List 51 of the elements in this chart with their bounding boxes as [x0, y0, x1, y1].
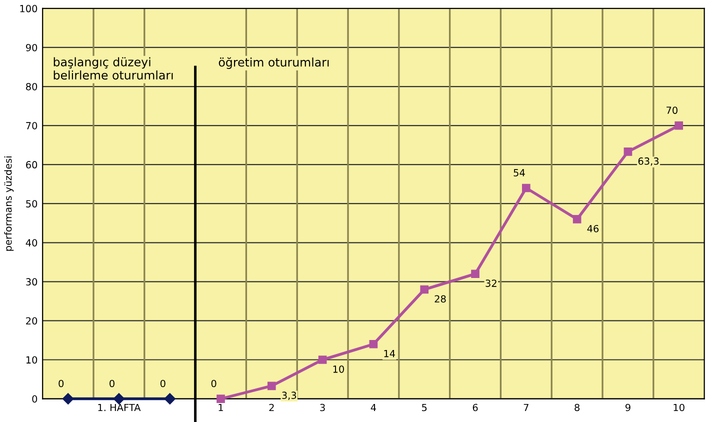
- x-tick-label: 10: [674, 404, 684, 412]
- point: [267, 382, 276, 390]
- y-tick-label: 0: [32, 395, 38, 403]
- data-label: 0: [211, 380, 216, 388]
- x-tick-label: 7: [524, 404, 528, 412]
- point: [624, 148, 632, 156]
- point: [572, 215, 582, 224]
- x-tick-label: 8: [574, 404, 580, 412]
- y-axis-title: performans yüzdesi: [4, 156, 14, 251]
- x-tick-label: 4: [370, 404, 376, 412]
- y-tick-label: 40: [26, 239, 38, 246]
- annotation: başlangıç düzeyi belirleme oturumları: [54, 57, 173, 80]
- x-tick-label: 3: [320, 404, 325, 412]
- y-tick-label: 100: [20, 4, 38, 12]
- point: [318, 356, 327, 364]
- data-label: 46: [587, 224, 599, 232]
- data-label: 70: [666, 106, 678, 114]
- y-tick-label: 60: [26, 161, 38, 168]
- x-tick-label: 2: [269, 404, 274, 412]
- data-label: 54: [514, 169, 525, 176]
- x-tick-label: 1. HAFTA: [98, 404, 141, 412]
- point: [674, 121, 684, 130]
- point: [62, 393, 74, 404]
- annotation: öğretim oturumları: [218, 57, 329, 69]
- x-tick-label: 5: [422, 404, 427, 412]
- point: [471, 270, 480, 278]
- point: [164, 393, 176, 404]
- y-tick-label: 20: [26, 317, 38, 325]
- data-label: 28: [434, 295, 446, 303]
- point: [420, 285, 429, 294]
- data-label: 14: [384, 350, 396, 358]
- x-tick-label: 9: [625, 404, 630, 412]
- point: [113, 393, 125, 404]
- y-tick-label: 90: [26, 44, 38, 52]
- point: [369, 340, 378, 348]
- y-tick-label: 30: [26, 278, 38, 286]
- data-label: 10: [333, 365, 344, 373]
- data-label: 0: [160, 380, 166, 388]
- point: [522, 184, 530, 192]
- data-label: 32: [486, 280, 496, 287]
- y-tick-label: 80: [26, 82, 38, 90]
- data-label: 0: [110, 380, 114, 388]
- y-tick-label: 10: [26, 356, 38, 364]
- x-tick-label: 1: [218, 404, 223, 412]
- point: [216, 394, 225, 403]
- y-tick-label: 50: [26, 200, 38, 208]
- y-tick-label: 70: [26, 122, 38, 130]
- data-label: 0: [58, 380, 64, 388]
- x-tick-label: 6: [472, 404, 478, 412]
- data-label: 3,3: [282, 392, 296, 400]
- data-label: 63,3: [638, 157, 659, 166]
